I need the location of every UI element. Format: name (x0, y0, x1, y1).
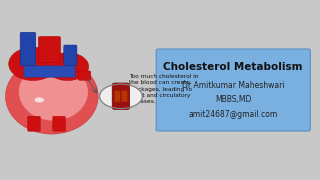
Text: MBBS,MD: MBBS,MD (215, 95, 252, 104)
Circle shape (34, 97, 44, 103)
Ellipse shape (46, 53, 89, 81)
Ellipse shape (5, 58, 98, 134)
FancyBboxPatch shape (156, 49, 310, 131)
FancyBboxPatch shape (38, 36, 60, 63)
FancyBboxPatch shape (112, 83, 130, 110)
FancyBboxPatch shape (24, 66, 75, 77)
Ellipse shape (19, 63, 88, 121)
FancyBboxPatch shape (114, 91, 120, 102)
FancyBboxPatch shape (64, 45, 77, 66)
Text: Cholesterol Metabolism: Cholesterol Metabolism (164, 62, 303, 72)
Text: Dr Amitkumar Maheshwari: Dr Amitkumar Maheshwari (182, 81, 284, 90)
Text: Too much cholesterol in
the blood can create
blockages, leading to
heart and cir: Too much cholesterol in the blood can cr… (129, 74, 198, 104)
Ellipse shape (9, 47, 57, 81)
FancyBboxPatch shape (28, 116, 40, 131)
Circle shape (100, 84, 142, 109)
Text: amit24687@gmail.com: amit24687@gmail.com (188, 110, 278, 119)
FancyBboxPatch shape (53, 116, 65, 131)
FancyBboxPatch shape (122, 91, 128, 102)
FancyBboxPatch shape (20, 32, 36, 66)
FancyBboxPatch shape (78, 71, 91, 80)
